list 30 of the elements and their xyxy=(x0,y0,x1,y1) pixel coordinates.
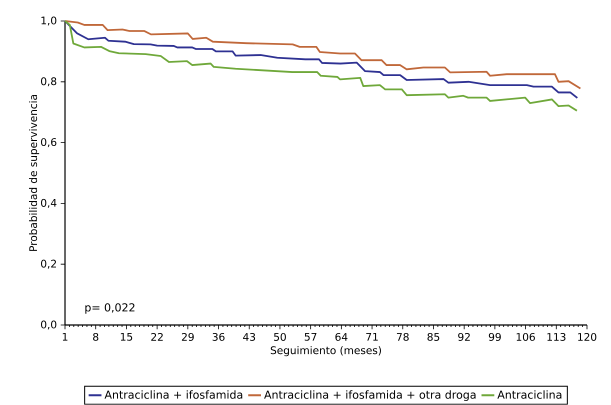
x-tick-label: 1 xyxy=(62,333,68,341)
x-tick-label: 71 xyxy=(366,333,378,341)
y-tick-label: 0,0 xyxy=(41,320,56,330)
x-tick-label: 8 xyxy=(93,333,98,342)
x-tick-label: 50 xyxy=(274,333,286,342)
x-tick-label: 57 xyxy=(304,333,316,341)
annotation: p= 0,022 xyxy=(85,303,134,314)
x-tick-label: 99 xyxy=(488,333,501,342)
y-tick-label: 1,0 xyxy=(41,16,56,26)
y-tick-label: 0,8 xyxy=(41,77,56,86)
legend-label: Antraciclina + ifosfamida xyxy=(104,390,242,399)
x-tick-label: 29 xyxy=(182,333,194,342)
x-tick-label: 43 xyxy=(243,333,256,342)
x-tick-label: 36 xyxy=(212,333,225,342)
x-tick-label: 120 xyxy=(578,333,596,342)
y-tick-label: 0,2 xyxy=(41,260,56,269)
y-tick-label: 0,4 xyxy=(41,199,56,208)
x-tick-label: 15 xyxy=(120,333,132,341)
x-tick-label: 85 xyxy=(427,333,440,342)
x-tick-label: 113 xyxy=(547,333,566,342)
x-axis-title: Seguimiento (meses) xyxy=(270,346,381,356)
y-tick-label: 0,6 xyxy=(41,138,56,148)
x-tick-label: 106 xyxy=(516,333,535,342)
legend-label: Antraciclina + ifosfamida + otra droga xyxy=(264,390,476,402)
y-axis-title: Probabilidad de supervivencia xyxy=(28,95,40,252)
legend-label: Antraciclina xyxy=(497,390,562,399)
x-tick-label: 92 xyxy=(458,333,470,342)
x-tick-label: 22 xyxy=(151,333,163,341)
x-tick-label: 78 xyxy=(396,333,409,342)
x-tick-label: 64 xyxy=(335,333,348,342)
